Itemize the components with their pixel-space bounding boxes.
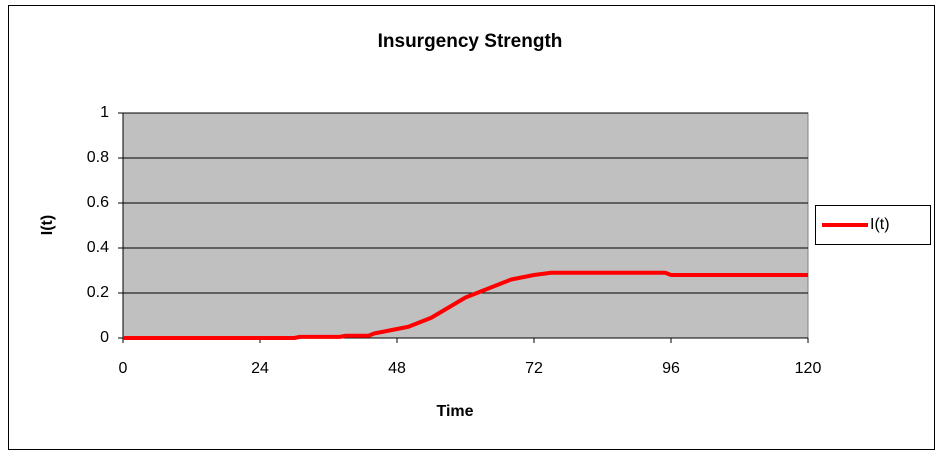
x-tick-label: 120 bbox=[795, 360, 822, 377]
y-tick-label: 0.8 bbox=[87, 149, 109, 166]
x-tick-label: 0 bbox=[119, 360, 128, 377]
y-axis-label: I(t) bbox=[39, 215, 56, 235]
data-line bbox=[123, 270, 808, 340]
legend-label: I(t) bbox=[870, 216, 890, 233]
x-tick-label: 48 bbox=[388, 360, 406, 377]
y-tick-label: 0.2 bbox=[87, 284, 109, 301]
chart-title: Insurgency Strength bbox=[378, 31, 563, 52]
x-tick-label: 96 bbox=[662, 360, 680, 377]
x-axis-label: Time bbox=[436, 403, 473, 420]
x-tick-label: 24 bbox=[251, 360, 269, 377]
plot-background bbox=[122, 112, 809, 339]
x-tick-label: 72 bbox=[525, 360, 543, 377]
y-tick-label: 0.4 bbox=[87, 239, 109, 256]
y-tick-label: 0.6 bbox=[87, 194, 109, 211]
y-tick-label: 1 bbox=[100, 104, 109, 121]
y-tick-label: 0 bbox=[100, 329, 109, 346]
